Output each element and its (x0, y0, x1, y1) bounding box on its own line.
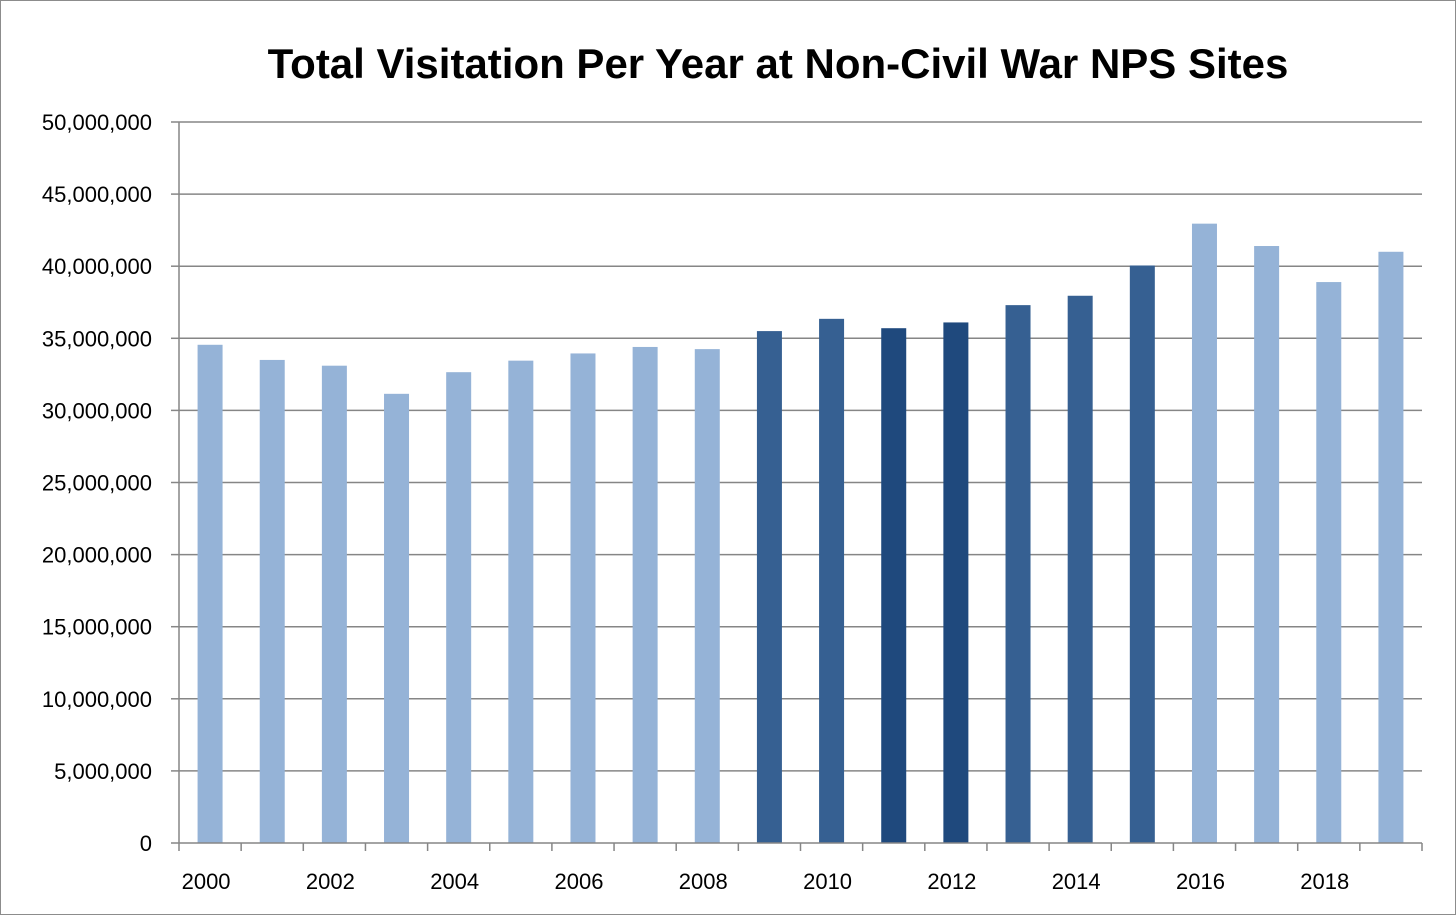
y-tick-label: 30,000,000 (42, 398, 152, 423)
x-tick-label: 2008 (679, 869, 728, 894)
x-tick-label: 2002 (306, 869, 355, 894)
bar-2007 (632, 346, 658, 843)
bar-2012 (943, 322, 969, 843)
x-tick-label: 2004 (430, 869, 479, 894)
x-tick-label: 2014 (1052, 869, 1101, 894)
bar-2013 (1005, 305, 1031, 843)
bar-2005 (508, 360, 534, 843)
bar-2000 (197, 344, 223, 843)
y-tick-label: 0 (140, 831, 152, 856)
bar-2004 (446, 372, 472, 843)
y-tick-label: 10,000,000 (42, 687, 152, 712)
bars (197, 223, 1404, 844)
x-tick-label: 2018 (1300, 869, 1349, 894)
x-tick-label: 2006 (554, 869, 603, 894)
axes (171, 121, 1423, 851)
x-tick-label: 2016 (1176, 869, 1225, 894)
y-tick-label: 50,000,000 (42, 110, 152, 135)
bar-2002 (321, 365, 347, 843)
y-tick-label: 15,000,000 (42, 615, 152, 640)
bar-2008 (694, 349, 720, 843)
y-tick-label: 5,000,000 (54, 759, 152, 784)
y-axis-tick-labels: 0 5,000,000 10,000,000 15,000,000 20,000,000… (42, 110, 152, 856)
bar-2015 (1129, 265, 1155, 843)
x-axis-tick-labels: 2000 2002 2004 2006 2008 2010 2012 2014 2016 2018 (182, 869, 1350, 894)
x-tick-label: 2012 (927, 869, 976, 894)
bar-2009 (756, 331, 782, 843)
bar-2006 (570, 353, 596, 843)
y-tick-label: 25,000,000 (42, 471, 152, 496)
y-tick-label: 40,000,000 (42, 254, 152, 279)
bar-2016 (1191, 223, 1217, 843)
x-tick-label: 2010 (803, 869, 852, 894)
y-tick-label: 35,000,000 (42, 326, 152, 351)
y-tick-label: 45,000,000 (42, 182, 152, 207)
chart-title: Total Visitation Per Year at Non-Civil W… (268, 40, 1289, 87)
gridlines (179, 121, 1422, 772)
bar-2019 (1378, 251, 1404, 843)
bar-2001 (259, 359, 285, 843)
bar-2011 (881, 328, 907, 843)
bar-2010 (819, 318, 845, 843)
x-tick-label: 2000 (182, 869, 231, 894)
bar-2018 (1316, 282, 1342, 843)
bar-2003 (384, 393, 410, 843)
bar-2017 (1254, 246, 1280, 844)
y-tick-label: 20,000,000 (42, 543, 152, 568)
bar-2014 (1067, 295, 1093, 843)
